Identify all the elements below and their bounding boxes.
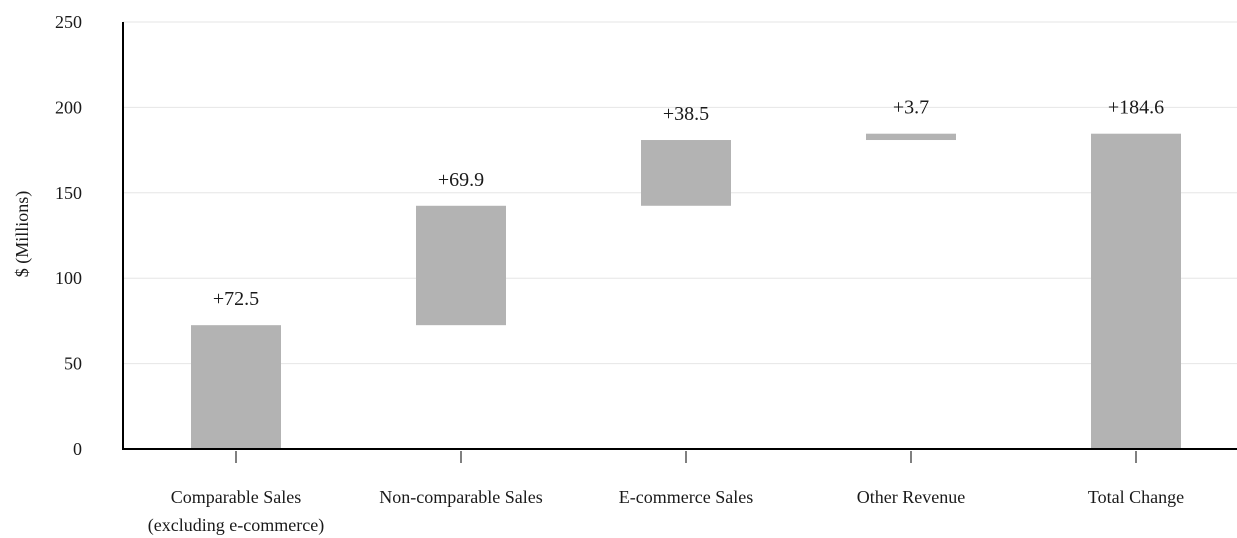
y-tick-label: 250 — [55, 12, 82, 32]
bar — [641, 140, 731, 206]
data-label: +72.5 — [213, 288, 259, 310]
data-label: +38.5 — [663, 103, 709, 125]
y-tick-label: 150 — [55, 183, 82, 203]
bars — [191, 133, 1181, 450]
x-tick-label: (excluding e-commerce) — [148, 515, 324, 536]
y-tick-label: 100 — [55, 268, 82, 288]
x-tick-label: Other Revenue — [857, 487, 965, 507]
y-tick-label: 50 — [64, 354, 82, 374]
x-tick-label: Non-comparable Sales — [379, 487, 542, 507]
x-tick-label: Total Change — [1088, 487, 1184, 507]
y-tick-label: 200 — [55, 97, 82, 117]
data-label: +184.6 — [1108, 97, 1164, 119]
x-tick-label: E-commerce Sales — [619, 487, 753, 507]
axes — [122, 22, 1237, 463]
bar — [191, 325, 281, 449]
data-label: +3.7 — [893, 97, 929, 119]
bar — [416, 205, 506, 326]
data-label: +69.9 — [438, 169, 484, 191]
x-tick-label: Comparable Sales — [171, 487, 301, 507]
y-axis-title: $ (Millions) — [12, 191, 33, 278]
y-tick-label: 0 — [73, 439, 82, 459]
labels: 0 50 100 150 200 250 +72.5 Comparable Sales (exc… — [55, 12, 1184, 536]
bar — [1091, 133, 1181, 450]
bar — [866, 133, 956, 141]
